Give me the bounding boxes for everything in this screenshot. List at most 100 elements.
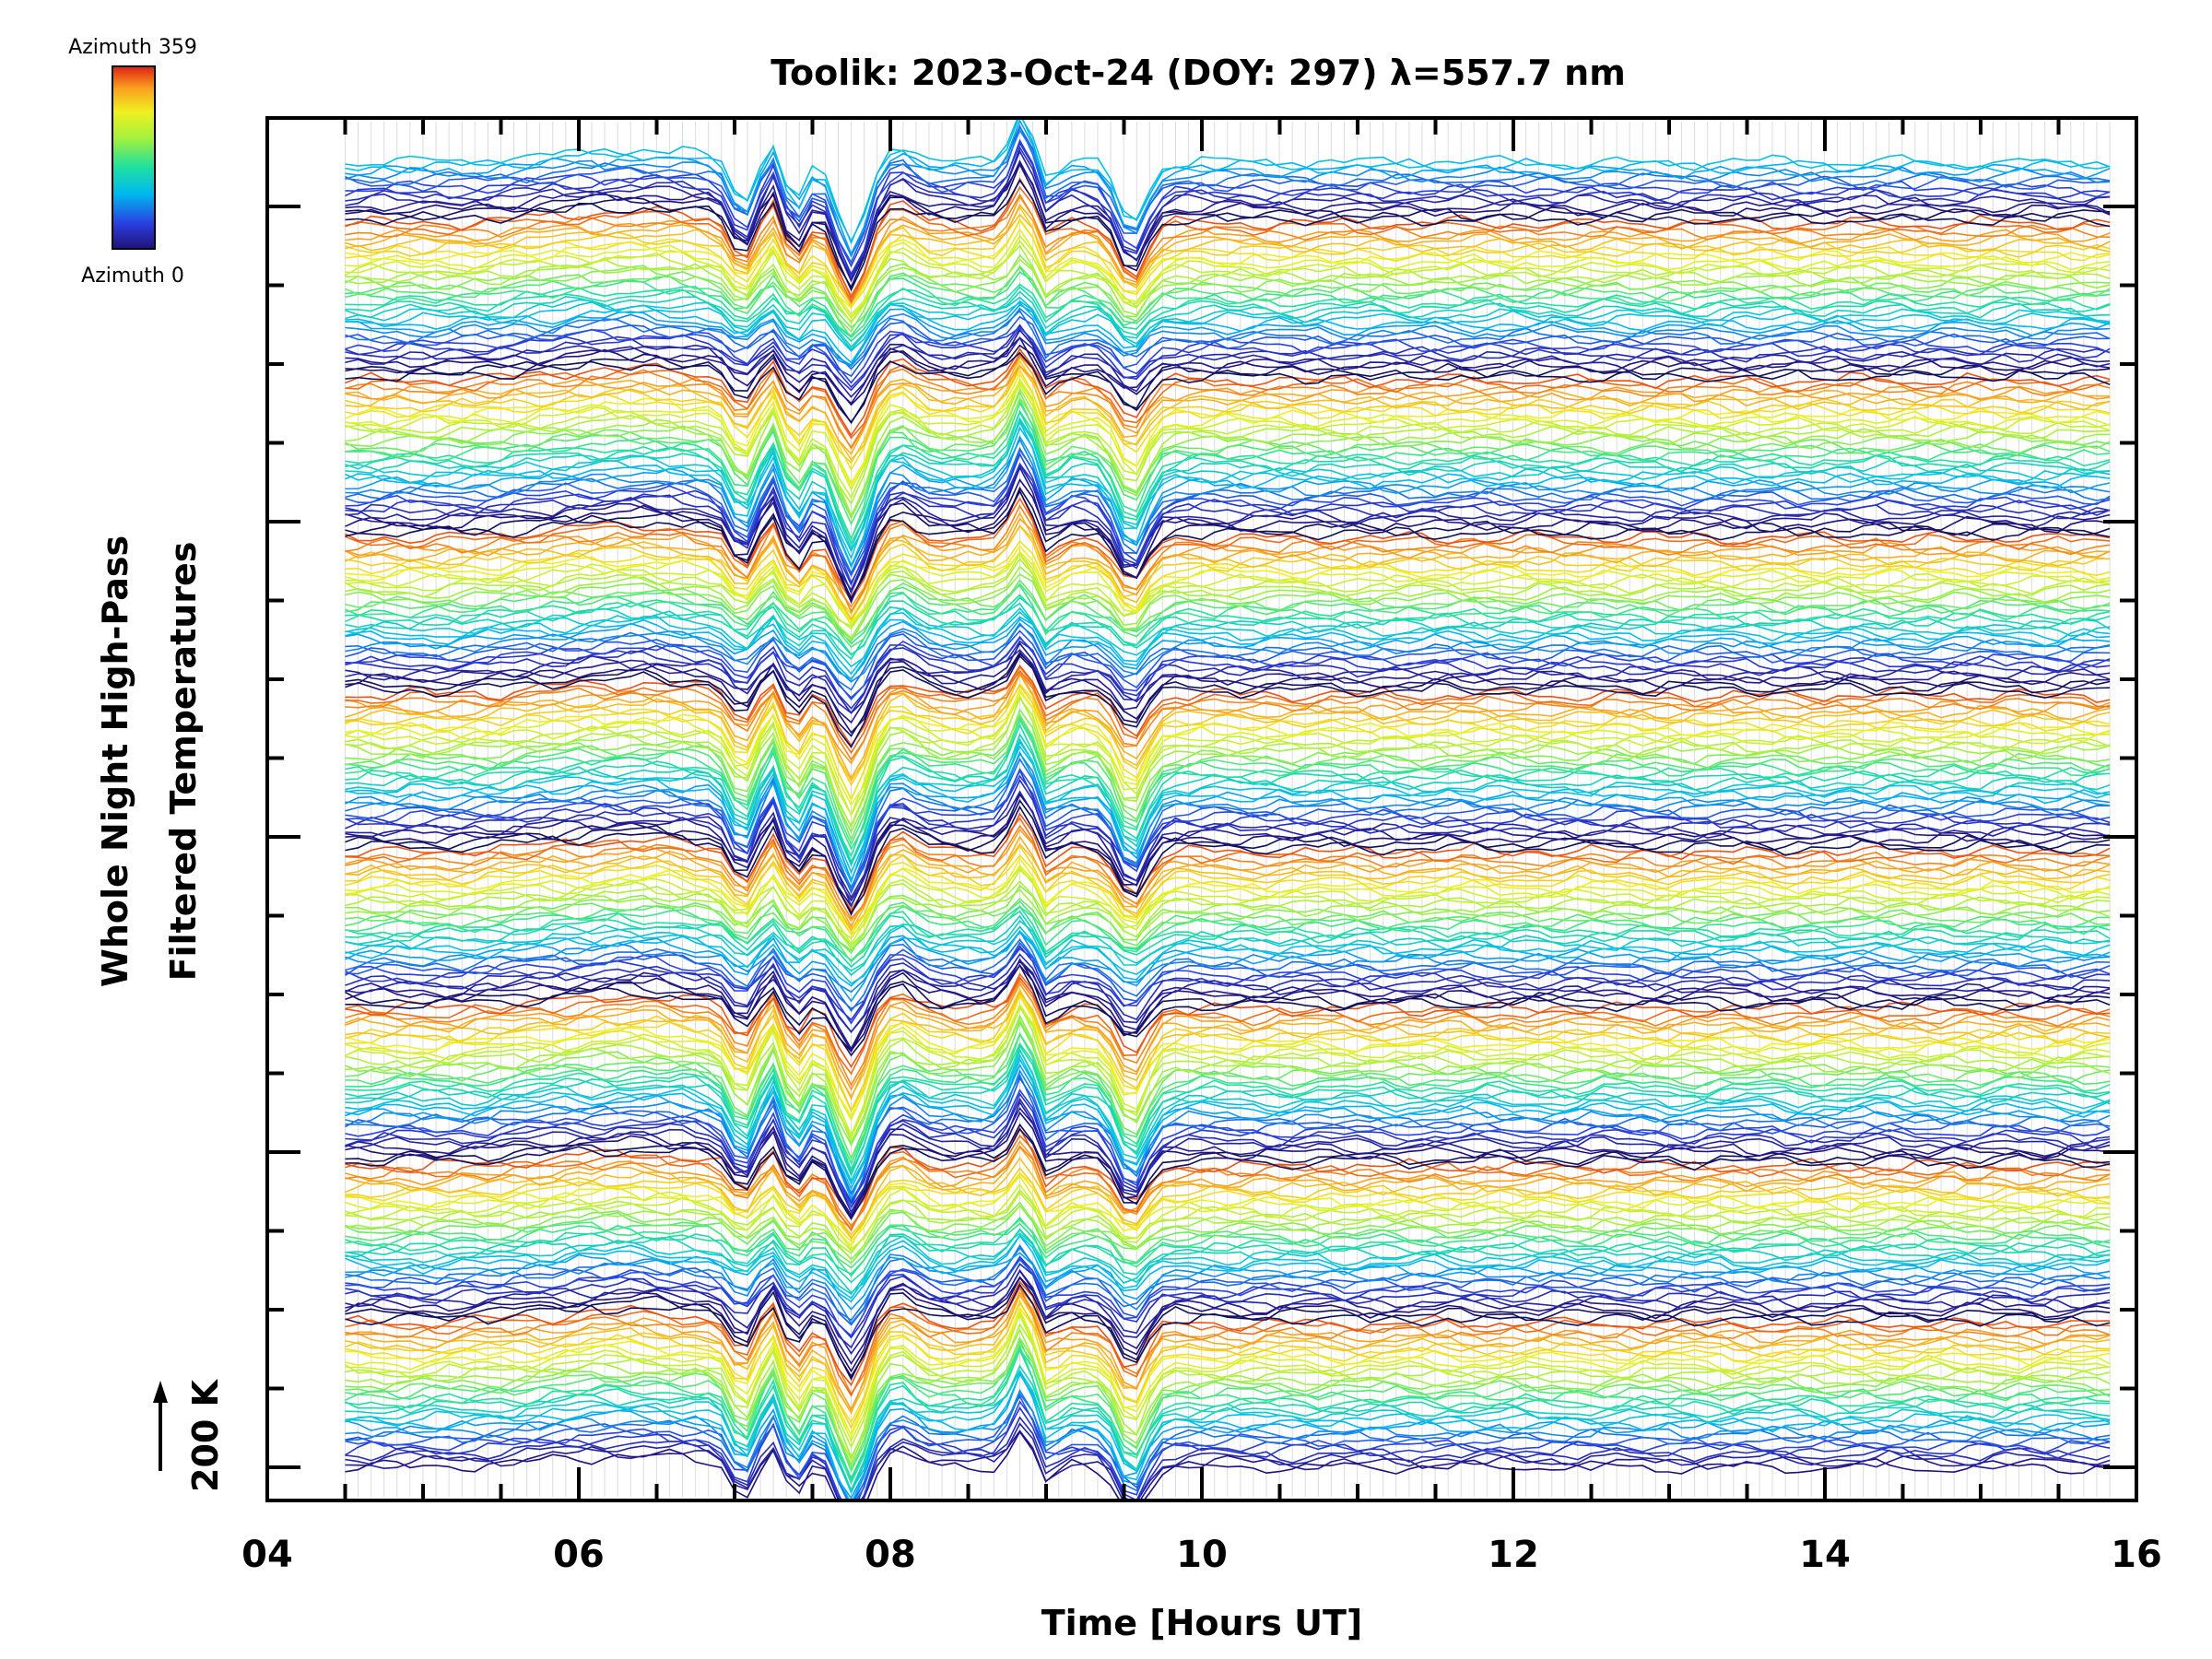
series-line xyxy=(345,991,2111,1099)
series-line xyxy=(345,396,2111,520)
series-line xyxy=(345,328,2111,405)
series-line xyxy=(345,1286,2111,1397)
series-line xyxy=(345,290,2111,348)
x-tick-label: 06 xyxy=(553,1534,605,1576)
x-tick-labels: 04 06 08 10 12 14 16 xyxy=(241,1534,2162,1576)
series-line xyxy=(345,695,2111,829)
series-line xyxy=(345,905,2111,962)
series-line xyxy=(345,1032,2111,1166)
series-line xyxy=(345,1088,2111,1204)
series-line xyxy=(345,539,2111,620)
series-line xyxy=(345,1335,2111,1467)
series-line xyxy=(345,524,2111,621)
series-line xyxy=(345,672,2111,761)
series-line xyxy=(345,1191,2111,1252)
series-line xyxy=(345,124,2111,258)
series-line xyxy=(345,517,2111,608)
series-line xyxy=(345,1347,2111,1483)
chart-title: Toolik: 2023-Oct-24 (DOY: 297) λ=557.7 n… xyxy=(771,53,1626,93)
series-line xyxy=(345,1077,2111,1209)
series-line xyxy=(345,364,2111,461)
series-line xyxy=(345,324,2111,392)
series-line xyxy=(345,758,2111,894)
series-line xyxy=(345,452,2111,585)
series-line xyxy=(345,462,2111,587)
series-line xyxy=(345,1106,2111,1218)
series-line xyxy=(345,203,2111,305)
series-line xyxy=(345,448,2111,578)
series-line xyxy=(345,1246,2111,1325)
series-line xyxy=(345,128,2111,258)
series-line xyxy=(345,1347,2111,1486)
series-line xyxy=(345,512,2111,608)
x-tick-label: 14 xyxy=(1799,1534,1851,1576)
series-line xyxy=(345,1276,2111,1378)
x-tick-label: 16 xyxy=(2111,1534,2162,1576)
series-line xyxy=(345,1157,2111,1241)
series-line xyxy=(345,1394,2111,1500)
series-line xyxy=(345,1276,2111,1373)
scale-arrow-head xyxy=(153,1381,168,1403)
series-line xyxy=(345,982,2111,1100)
colorbar-bottom-label: Azimuth 0 xyxy=(81,265,184,288)
series-line xyxy=(345,963,2111,1053)
series-line xyxy=(345,1416,2111,1500)
series-line xyxy=(345,118,2111,256)
series-line xyxy=(345,118,2111,243)
series-line xyxy=(345,635,2111,710)
series-line xyxy=(345,688,2111,806)
series-line xyxy=(345,446,2111,575)
x-axis-label: Time [Hours UT] xyxy=(1041,1603,1363,1643)
series-line xyxy=(345,857,2111,932)
series-line xyxy=(345,953,2111,1033)
series-line xyxy=(345,435,2111,567)
series-line xyxy=(345,390,2111,520)
series-line xyxy=(345,930,2111,987)
series-line xyxy=(345,947,2111,1025)
series-line xyxy=(345,218,2111,309)
series-line xyxy=(345,900,2111,964)
colorbar-top-label: Azimuth 359 xyxy=(68,36,197,59)
series-line xyxy=(345,315,2111,378)
colorbar-gradient xyxy=(112,65,156,250)
series-line xyxy=(345,618,2111,680)
series-traces xyxy=(345,118,2111,1500)
series-line xyxy=(345,1422,2111,1500)
series-line xyxy=(345,1171,2111,1240)
x-tick-label: 10 xyxy=(1176,1534,1228,1576)
series-line xyxy=(345,1134,2111,1232)
series-line xyxy=(345,790,2111,900)
series-line xyxy=(345,1290,2111,1411)
series-line xyxy=(345,673,2111,782)
series-line xyxy=(345,842,2111,933)
series-line xyxy=(345,351,2111,425)
series-line xyxy=(345,344,2111,424)
series-line xyxy=(345,352,2111,440)
series-line xyxy=(345,774,2111,895)
axis-ticks xyxy=(265,118,2138,1500)
series-line xyxy=(345,228,2111,316)
series-line xyxy=(345,694,2111,818)
series-line xyxy=(345,607,2111,668)
series-line xyxy=(345,919,2111,972)
series-line xyxy=(345,1139,2111,1230)
series-line xyxy=(345,497,2111,603)
series-line xyxy=(345,750,2111,882)
series-line xyxy=(345,898,2111,952)
series-line xyxy=(345,355,2111,455)
series-line xyxy=(345,1268,2111,1356)
series-line xyxy=(345,616,2111,681)
series-line xyxy=(345,336,2111,406)
y-axis-label-line2: Filtered Temperatures xyxy=(163,542,204,982)
series-line xyxy=(345,364,2111,451)
series-line xyxy=(345,310,2111,371)
x-tick-label: 04 xyxy=(241,1534,293,1576)
x-tick-label: 08 xyxy=(865,1534,916,1576)
series-line xyxy=(345,1205,2111,1261)
series-line xyxy=(345,1244,2111,1322)
series-line xyxy=(345,193,2111,298)
series-line xyxy=(345,1182,2111,1251)
series-line xyxy=(345,1201,2111,1260)
series-line xyxy=(345,1369,2111,1493)
